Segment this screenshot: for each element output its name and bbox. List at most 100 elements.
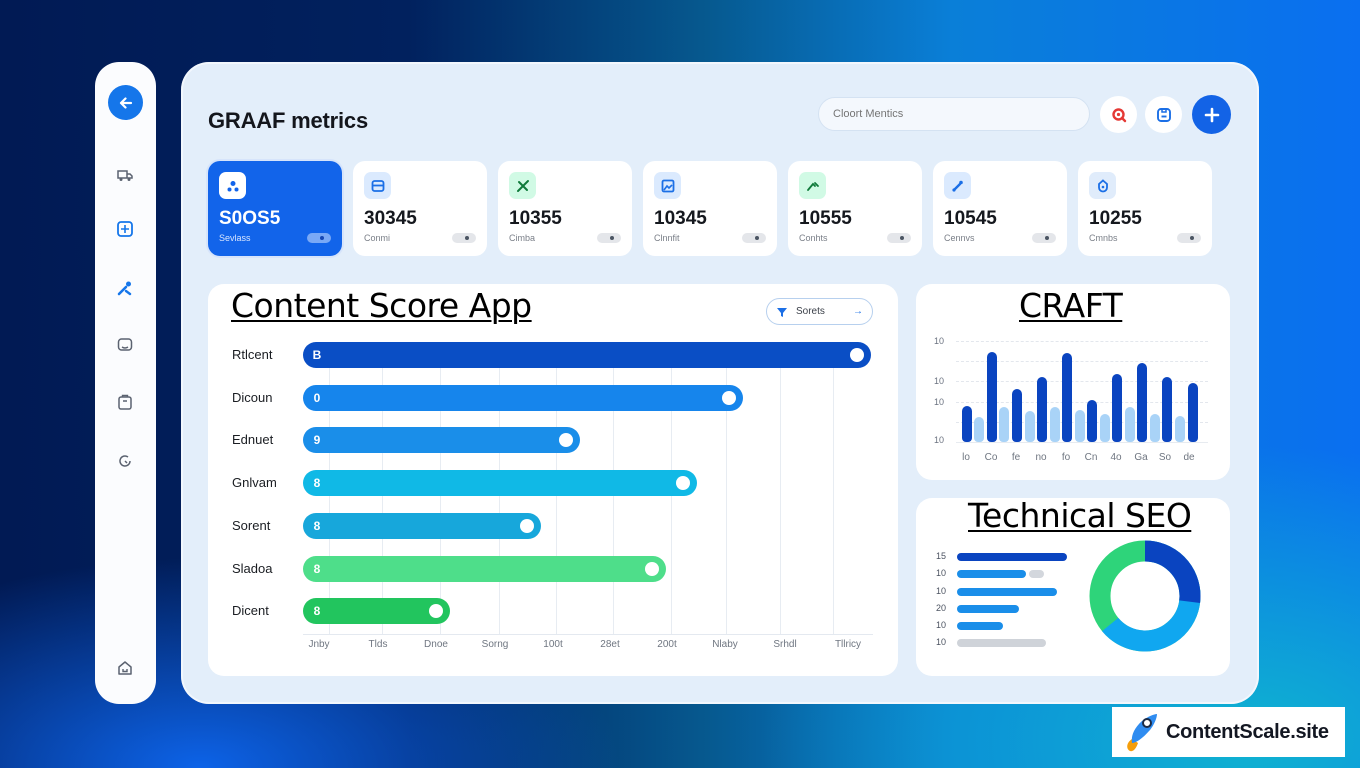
bar[interactable] [1162,377,1172,442]
bar[interactable] [987,352,997,442]
seo-label: 10 [936,637,947,647]
stat-toggle[interactable] [887,233,911,243]
bar[interactable] [1188,383,1198,442]
bar-row: Ednuet 9 [208,427,898,453]
bar[interactable]: 8 [303,513,541,539]
sidebar-item-home[interactable] [115,658,135,678]
stat-toggle[interactable] [1177,233,1201,243]
stat-toggle[interactable] [307,233,331,243]
search-input[interactable] [818,97,1090,131]
y-tick: 10 [934,435,945,445]
page-title: GRAAF metrics [208,108,368,133]
bar[interactable]: 8 [303,470,697,496]
x-tick: Cn [1084,452,1098,463]
bar[interactable] [1037,377,1047,442]
bar[interactable] [1012,389,1022,442]
stat-value: 10345 [654,208,707,229]
sort-filter-button[interactable]: Sorets → [766,298,873,325]
donut-chart[interactable] [1089,540,1201,652]
sidebar-item-refresh[interactable] [115,451,135,471]
bar-knob[interactable] [722,391,736,405]
bar-knob[interactable] [429,604,443,618]
refresh-icon [119,455,131,467]
bar[interactable] [1137,363,1147,442]
bar[interactable] [999,407,1009,442]
sidebar-item-truck[interactable] [115,165,135,185]
stat-card[interactable]: S0OS5 Sevlass [208,161,342,256]
add-button[interactable] [1192,95,1231,134]
bar-glyph: 0 [313,391,321,405]
bar[interactable]: 8 [303,598,450,624]
stat-card[interactable]: 10345 Clnnfit [643,161,777,256]
grid-icon [117,221,133,237]
bar-label: Ednuet [232,432,274,447]
search-action-button[interactable] [1100,96,1137,133]
bar[interactable] [1050,407,1060,442]
seo-row: 10 [916,586,1230,598]
bar[interactable] [1150,414,1160,442]
truck-icon [117,170,133,181]
stat-card[interactable]: 10555 Conhts [788,161,922,256]
stat-toggle[interactable] [1032,233,1056,243]
seo-label: 20 [936,603,947,613]
bar-knob[interactable] [559,433,573,447]
bar[interactable]: 9 [303,427,580,453]
x-tick: lo [962,452,970,463]
stat-card[interactable]: 10545 Cennvs [933,161,1067,256]
seo-bar[interactable] [957,570,1026,578]
bar[interactable]: 8 [303,556,666,582]
bar[interactable]: 0 [303,385,743,411]
bar[interactable] [1125,407,1135,442]
seo-bar[interactable] [957,605,1019,613]
seo-bar[interactable] [957,588,1057,596]
bar-row: Sladoa 8 [208,556,898,582]
back-button[interactable] [108,85,143,120]
bar[interactable] [1087,400,1097,442]
seo-bar[interactable] [957,639,1046,647]
x-tick: Nlaby [712,639,738,650]
sidebar-item-grid[interactable] [115,219,135,239]
sidebar-item-clipboard[interactable] [115,392,135,412]
bar-row: Rtlcent B [208,342,898,368]
bar[interactable] [1025,411,1035,442]
bar-knob[interactable] [850,348,864,362]
shield-icon [1089,172,1116,199]
stat-label: Conmi [364,233,391,243]
x-tick: Srhdl [773,639,797,650]
stat-value: 10545 [944,208,997,229]
stat-toggle[interactable] [452,233,476,243]
bar-knob[interactable] [645,562,659,576]
bar-label: Rtlcent [232,347,273,362]
brand-logo[interactable]: ContentScale.site [1112,707,1345,757]
stat-card[interactable]: 10255 Cmnbs [1078,161,1212,256]
seo-bar[interactable] [957,622,1003,630]
bar[interactable] [962,406,972,442]
save-button[interactable] [1145,96,1182,133]
bar[interactable] [974,417,984,442]
x-tick: no [1035,452,1047,463]
bar[interactable]: B [303,342,871,368]
stat-card[interactable]: 10355 Cimba [498,161,632,256]
dashboard-panel: GRAAF metrics S0OS5 Sevlass 30345 Conmi [181,62,1259,704]
x-tick: Co [984,452,998,463]
bar-knob[interactable] [520,519,534,533]
stat-toggle[interactable] [597,233,621,243]
sidebar-item-tools[interactable] [115,278,135,298]
bar[interactable] [1100,414,1110,442]
seo-bar[interactable] [957,553,1067,561]
x-tick: Tlds [368,639,388,650]
stat-card[interactable]: 30345 Conmi [353,161,487,256]
x-tick: 100t [543,639,563,650]
bar[interactable] [1112,374,1122,442]
bar-label: Dicoun [232,390,273,405]
sidebar [95,62,156,704]
bar[interactable] [1175,416,1185,442]
sidebar-item-monitor[interactable] [115,335,135,355]
bar[interactable] [1075,410,1085,442]
bar[interactable] [1062,353,1072,442]
stat-toggle[interactable] [742,233,766,243]
stat-value: S0OS5 [219,208,281,229]
bar-knob[interactable] [676,476,690,490]
stat-label: Cennvs [944,233,975,243]
gridline [780,354,781,634]
